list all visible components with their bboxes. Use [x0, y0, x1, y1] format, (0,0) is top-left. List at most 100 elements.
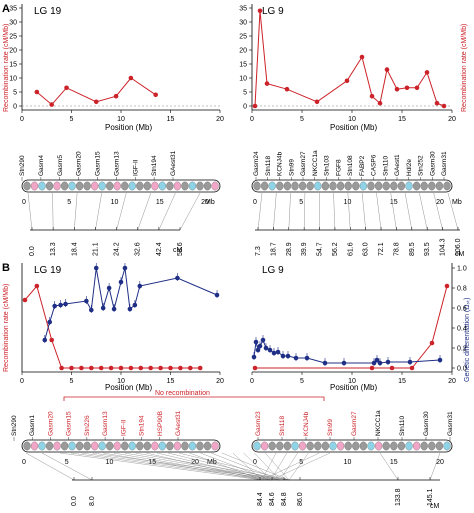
bead	[136, 181, 144, 191]
y-tick-label: 25	[9, 34, 17, 41]
cm-label: 0.0	[29, 246, 36, 256]
bead	[443, 181, 451, 191]
marker-label: Stn226	[84, 415, 91, 436]
mb-tick-label: 5	[299, 199, 303, 206]
marker-label: Gasm31	[447, 411, 454, 436]
cm-label: 63.0	[363, 242, 370, 256]
bead	[276, 181, 284, 191]
marker-label: FGF8	[335, 159, 342, 176]
x-tick-label: 5	[300, 116, 304, 123]
bead	[166, 441, 174, 451]
data-point	[49, 102, 54, 107]
marker-label: KCNJ4b	[277, 151, 284, 176]
bead	[23, 181, 31, 191]
data-point	[264, 81, 270, 86]
bead	[367, 181, 375, 191]
marker-label: Gasm27	[300, 151, 307, 176]
data-point	[178, 365, 183, 371]
bead	[336, 181, 345, 191]
y-tick-label: 30	[239, 20, 247, 27]
y-axis-label: Recombination rate (cM/Mb)	[461, 24, 468, 112]
data-point	[175, 275, 180, 281]
data-point	[89, 365, 94, 371]
data-point	[128, 75, 134, 81]
x-tick-label: 0	[250, 378, 254, 385]
mb-tick-label: 0	[22, 199, 26, 206]
bead	[367, 441, 375, 451]
link-lines	[25, 452, 441, 481]
data-point	[251, 354, 257, 360]
link-line	[270, 452, 287, 481]
bead	[260, 441, 269, 451]
bead	[382, 441, 390, 451]
data-point	[98, 365, 104, 371]
data-point	[385, 359, 391, 365]
data-point	[158, 365, 163, 371]
series-line	[254, 10, 445, 107]
bead	[374, 181, 383, 191]
marker-label: Stn110	[399, 415, 406, 436]
data-point	[284, 86, 290, 92]
marker-label: Stn194	[139, 415, 146, 436]
bead	[314, 181, 322, 191]
data-point	[93, 265, 99, 271]
marker-label: Stn110	[382, 155, 389, 176]
bead	[98, 441, 106, 451]
y-tick-label: 10	[239, 76, 247, 83]
x-tick-label: 10	[117, 116, 125, 123]
bead	[291, 441, 299, 451]
link-line	[146, 452, 263, 481]
data-point	[49, 337, 54, 343]
bead	[253, 441, 261, 451]
data-point	[93, 99, 99, 105]
link-line	[70, 452, 272, 481]
data-point	[257, 8, 263, 14]
bead	[298, 181, 307, 191]
x-tick-label: 0	[20, 116, 24, 123]
bead	[283, 181, 292, 191]
bead	[53, 441, 61, 451]
link-line	[447, 192, 459, 231]
marker-labels: Stn290 Gasm1 Gasm20 Gasm15 Stn226 Gasm13 IGF-I…	[11, 410, 454, 441]
bead	[405, 441, 413, 451]
data-point	[34, 89, 40, 95]
mb-tick-label: 20	[436, 459, 444, 466]
cm-label: 145.1	[427, 488, 434, 506]
x-tick-label: 5	[300, 378, 304, 385]
cm-label: 86.0	[297, 492, 304, 506]
mb-ticks: 0 5 10 15 20	[22, 199, 209, 206]
data-point	[377, 100, 383, 106]
marker-label: Gasm31	[441, 151, 448, 176]
bead	[428, 181, 436, 191]
link-line	[273, 192, 277, 231]
data-point	[52, 303, 57, 309]
data-point	[34, 283, 40, 289]
data-point	[275, 349, 281, 355]
data-point	[322, 360, 328, 366]
link-lines	[257, 192, 459, 231]
bead	[53, 181, 61, 191]
bead	[83, 181, 91, 191]
panel-b-lg9-plot: LG 9 Genetic differentiation (Ωₛₜ) Posit…	[250, 263, 471, 392]
data-point	[188, 365, 193, 371]
bead	[128, 181, 136, 191]
bead	[203, 181, 212, 191]
y-tick-label: 20	[9, 48, 17, 55]
link-line	[113, 452, 272, 481]
marker-label: Gasm13	[102, 411, 109, 436]
data-point	[100, 305, 106, 311]
bead	[143, 181, 151, 191]
bead	[91, 181, 99, 191]
data-point	[63, 301, 68, 307]
bead	[211, 441, 219, 451]
marker-labels: Stn290 Gasm4 Gasm5 Gasm20 Gasm15 Gasm13 IGF-II…	[19, 150, 177, 181]
bead	[291, 181, 299, 191]
bead	[45, 181, 54, 191]
data-point	[64, 85, 69, 91]
series-lines: 0 5 10 15 20	[20, 263, 224, 385]
link-line	[261, 452, 277, 481]
cm-label: 32.6	[135, 242, 142, 256]
y-tick-label: 35	[9, 6, 17, 13]
y-tick-label: 1.0	[457, 266, 467, 273]
cm-labels: 7.3 18.7 28.9 39.9 54.7 56.2 61.6 63.0 72.1 78.8 8…	[255, 227, 462, 256]
